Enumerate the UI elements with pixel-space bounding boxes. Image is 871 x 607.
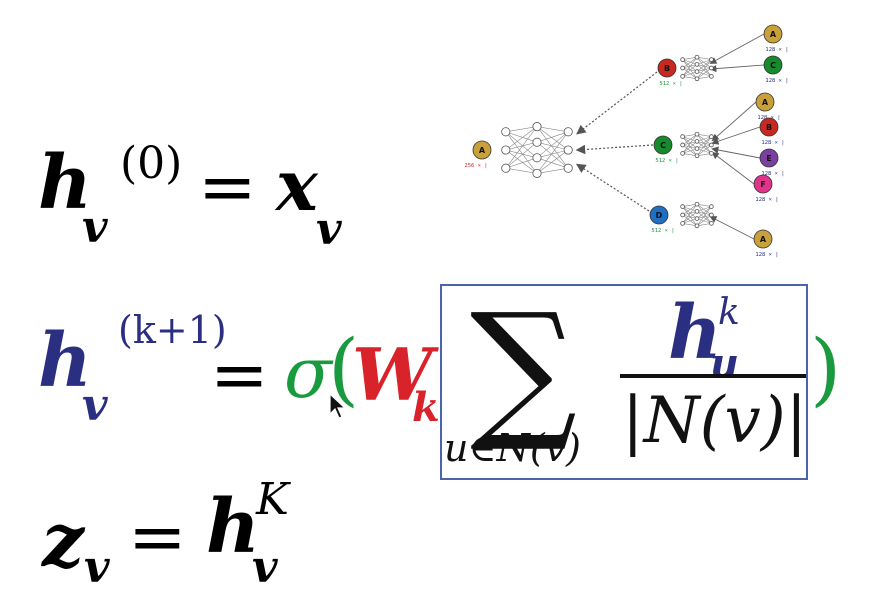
node-label: F — [760, 180, 765, 189]
neural-net-icons — [501, 54, 714, 229]
graph-node-b: B 512 × | — [657, 58, 683, 87]
graph-node-cB: B 128 × | — [759, 117, 785, 146]
graph-node-d: D 512 × | — [649, 205, 675, 234]
mouse-cursor-icon — [329, 392, 347, 419]
eq3-h-subscript: v — [252, 542, 278, 593]
eq3-z: z — [42, 498, 85, 584]
eq1-h: h — [38, 140, 92, 226]
edge-cE — [711, 146, 761, 159]
eq3-equals: = — [128, 496, 187, 578]
node-dimension: 128 × | — [761, 171, 784, 177]
graph-node-cE: E 128 × | — [759, 148, 785, 177]
fraction-bar — [620, 374, 806, 378]
edge-d — [575, 163, 650, 212]
node-dimension: 128 × | — [755, 197, 778, 203]
edge-cF — [711, 151, 755, 185]
node-dimension: 512 × | — [655, 158, 678, 164]
eq1-h-subscript: v — [82, 202, 108, 253]
eq1-x: x — [276, 144, 318, 227]
eq2-h-superscript: (k+1) — [118, 308, 227, 352]
eq1-h-superscript: (0) — [120, 138, 183, 189]
graph-node-bC: C 128 × | — [763, 55, 789, 84]
eq1-x-subscript: v — [316, 204, 342, 255]
summation-symbol: ∑ — [470, 282, 578, 456]
graph-node-c: C 512 × | — [653, 135, 679, 164]
node-label: B — [664, 64, 670, 73]
eq2-h: h — [38, 318, 92, 404]
node-label: D — [656, 211, 663, 220]
eq3-z-subscript: v — [84, 542, 110, 593]
node-dimension: 512 × | — [659, 81, 682, 87]
node-label: A — [770, 30, 777, 39]
eq1-equals: = — [198, 146, 257, 228]
edge-b — [576, 71, 658, 135]
node-label: C — [770, 61, 776, 70]
node-dimension: 128 × | — [765, 78, 788, 84]
neural-net-icon-d — [680, 201, 714, 229]
eq2-weight-subscript: k — [412, 384, 440, 431]
graph-node-root: A 256 × | — [465, 140, 492, 169]
edge-bC — [709, 64, 765, 73]
numerator-superscript: k — [718, 292, 740, 333]
node-dimension: 512 × | — [651, 228, 674, 234]
edge-cB — [711, 126, 761, 145]
eq3-h-superscript: K — [256, 474, 289, 525]
graph-edges — [575, 33, 765, 240]
eq2-sigma: σ — [284, 332, 332, 414]
eq2-h-subscript: v — [82, 380, 108, 431]
summation-subscript: u∈N(v) — [444, 426, 581, 470]
node-label: B — [766, 123, 772, 132]
graph-node-dA: A 128 × | — [753, 229, 779, 258]
neural-net-icon-b — [680, 54, 714, 82]
node-label: A — [760, 235, 767, 244]
eq2-equals: = — [210, 334, 269, 416]
highlight-box — [440, 284, 808, 480]
node-dimension: 128 × | — [755, 252, 778, 258]
node-dimension: 256 × | — [465, 163, 488, 169]
node-dimension: 128 × | — [761, 140, 784, 146]
eq2-right-paren: ) — [810, 322, 842, 415]
graph-node-bA: A 128 × | — [763, 24, 789, 53]
edge-c — [575, 144, 654, 155]
denominator: |N(v)| — [622, 384, 808, 458]
numerator-subscript: u — [710, 340, 740, 387]
edge-bA — [709, 33, 765, 64]
neural-net-icon-main — [501, 122, 573, 178]
node-label: A — [762, 98, 769, 107]
node-dimension: 128 × | — [765, 47, 788, 53]
node-label: E — [766, 154, 771, 163]
eq3-h: h — [206, 484, 260, 570]
neural-net-icon-c — [680, 131, 714, 159]
eq2-weight: W — [352, 332, 433, 417]
node-label: A — [479, 146, 486, 155]
graph-node-cF: F 128 × | — [753, 174, 779, 203]
numerator-h: h — [668, 290, 722, 376]
edge-cA — [711, 101, 757, 142]
edge-dA — [709, 216, 755, 240]
node-label: C — [660, 141, 666, 150]
